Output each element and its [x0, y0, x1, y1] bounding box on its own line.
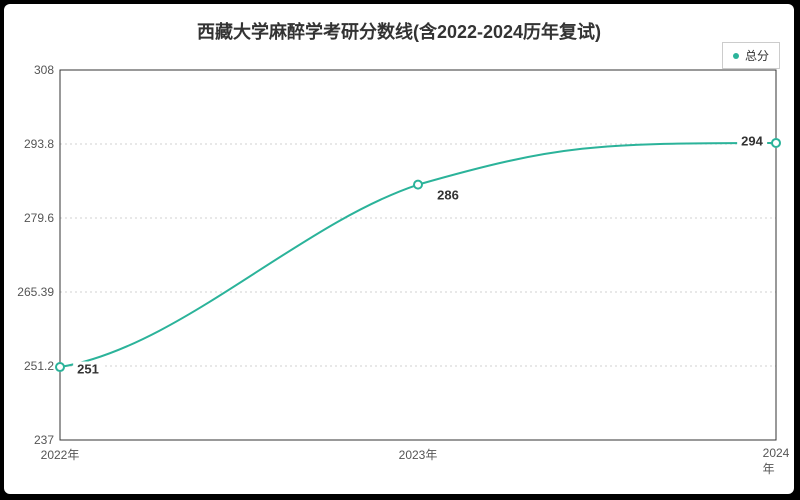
y-tick-label: 279.6 [4, 211, 54, 225]
legend-swatch [733, 53, 739, 59]
point-label: 286 [433, 187, 463, 202]
legend-label: 总分 [745, 47, 769, 64]
plot-svg [60, 64, 776, 464]
x-tick-label: 2022年 [41, 446, 80, 463]
x-tick-label: 2024年 [763, 446, 790, 477]
y-tick-label: 293.8 [4, 137, 54, 151]
point-label: 294 [737, 133, 767, 148]
y-tick-label: 237 [4, 433, 54, 447]
point-label: 251 [73, 362, 103, 377]
chart-container: 西藏大学麻醉学考研分数线(含2022-2024历年复试) 总分 237 251.2… [4, 4, 794, 494]
y-tick-label: 308 [4, 63, 54, 77]
y-tick-label: 251.2 [4, 359, 54, 373]
chart-title: 西藏大学麻醉学考研分数线(含2022-2024历年复试) [4, 18, 794, 44]
plot-area [60, 64, 776, 464]
x-tick-label: 2023年 [399, 446, 438, 463]
y-tick-label: 265.39 [4, 285, 54, 299]
